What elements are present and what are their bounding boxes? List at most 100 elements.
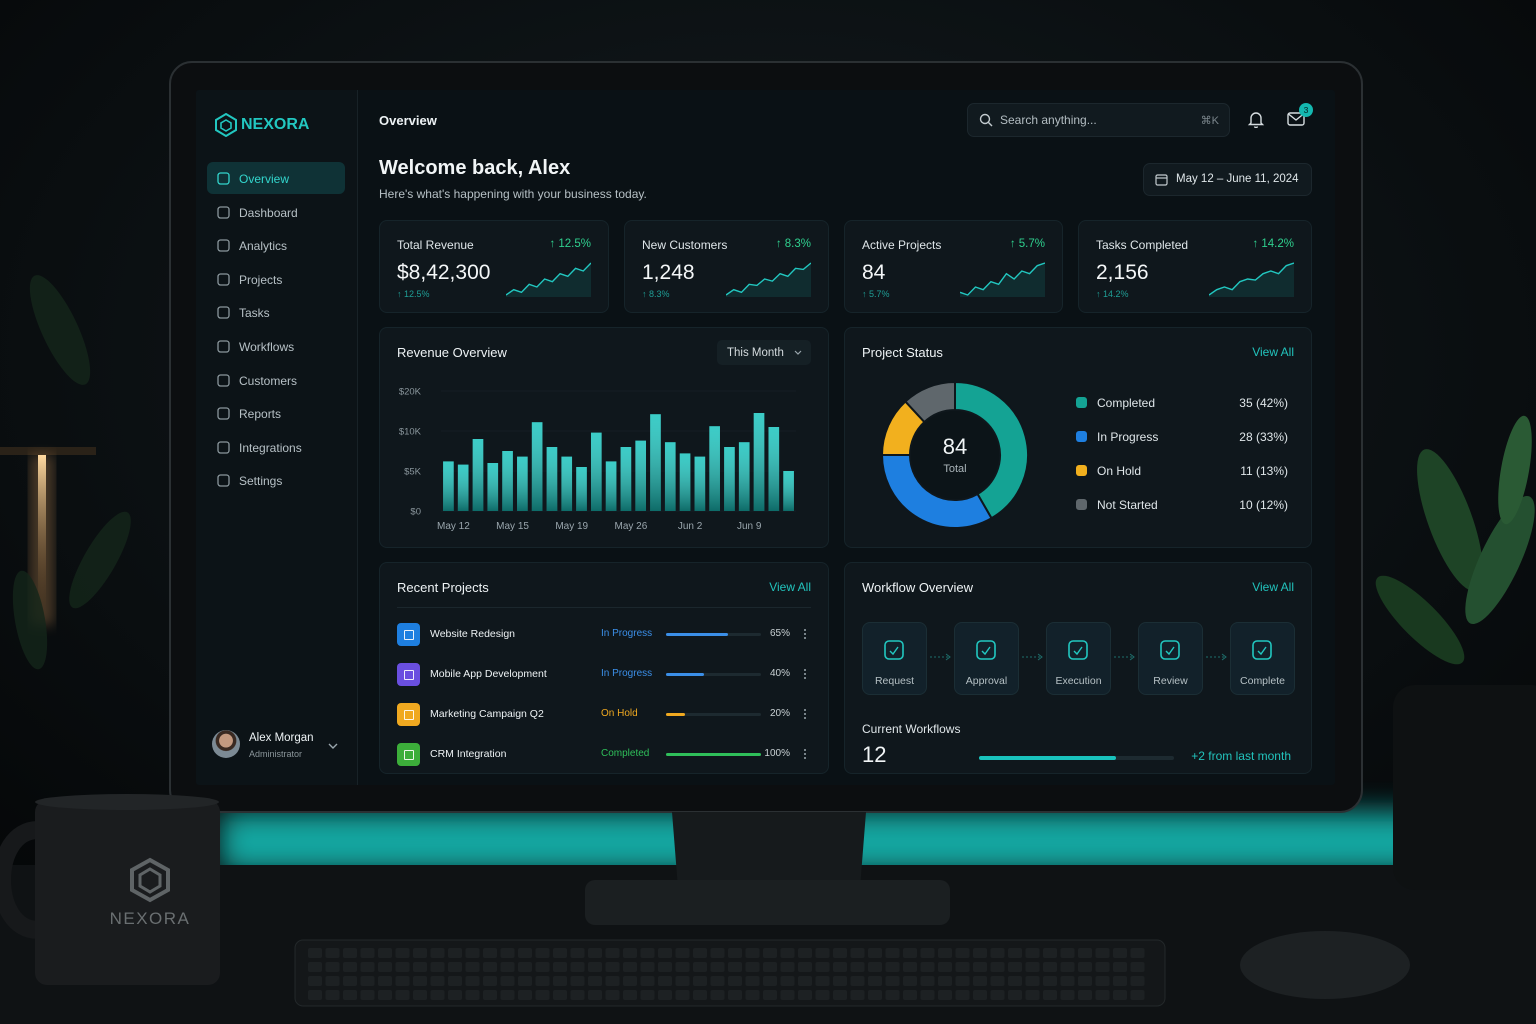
key — [868, 962, 882, 972]
welcome-subtitle: Here's what's happening with your busine… — [379, 187, 647, 201]
project-name[interactable]: Mobile App Development — [430, 668, 547, 680]
step-arrow — [1114, 653, 1135, 661]
user-menu[interactable] — [328, 742, 338, 750]
arrow-head — [1221, 653, 1227, 661]
workflow-step[interactable]: Request — [862, 622, 927, 695]
date-picker[interactable]: May 12 – June 11, 2024 — [1143, 163, 1312, 196]
key — [1025, 976, 1040, 986]
arrow-head — [945, 653, 951, 661]
notifications[interactable] — [1247, 110, 1265, 128]
period-filter[interactable]: This Month — [717, 340, 811, 365]
nav-item[interactable]: Customers — [207, 364, 345, 396]
sparkline — [1209, 262, 1294, 297]
key — [430, 962, 445, 972]
row-menu[interactable] — [803, 668, 807, 680]
nav-item[interactable]: Projects — [207, 263, 345, 295]
project-name[interactable]: Marketing Campaign Q2 — [430, 708, 544, 720]
nav-item[interactable]: Settings — [207, 464, 345, 496]
key — [1130, 948, 1145, 958]
key — [1008, 948, 1022, 958]
sparkline-area — [506, 263, 591, 297]
filter-chevron — [794, 350, 802, 355]
workflow-step[interactable]: Complete — [1230, 622, 1295, 695]
x-tick-label: Jun 9 — [737, 521, 762, 532]
view-all[interactable]: View All — [769, 580, 811, 594]
progress-fill — [666, 752, 761, 756]
legend-value: 11 (13%) — [1240, 464, 1288, 478]
key — [745, 962, 760, 972]
row-menu[interactable] — [803, 748, 807, 760]
page-title: Overview — [379, 113, 437, 128]
view-all[interactable]: View All — [1252, 580, 1294, 594]
bar-shade — [457, 464, 469, 511]
status-donut: 84 Total — [880, 380, 1029, 529]
screen: NEXORA Overview Dashboard Analytics Project… — [196, 90, 1335, 785]
kpi-label: New Customers — [642, 238, 728, 252]
legend-label: In Progress — [1097, 430, 1159, 444]
workflow-step[interactable]: Execution — [1046, 622, 1111, 695]
key — [850, 962, 865, 972]
nav-item[interactable]: Analytics — [207, 229, 345, 261]
workflow-step[interactable]: Approval — [954, 622, 1019, 695]
view-all[interactable]: View All — [1252, 345, 1294, 359]
nav-item[interactable]: Reports — [207, 397, 345, 429]
key — [1130, 976, 1145, 986]
nav-item[interactable]: Dashboard — [207, 196, 345, 228]
progress-track — [666, 712, 761, 716]
key — [973, 990, 987, 1000]
project-name[interactable]: CRM Integration — [430, 748, 507, 760]
project-status: Completed — [601, 748, 650, 759]
mouse — [1240, 931, 1410, 999]
project-status: On Hold — [601, 708, 638, 719]
row-menu[interactable] — [803, 628, 807, 640]
project-name[interactable]: Website Redesign — [430, 628, 516, 640]
key — [763, 962, 777, 972]
key — [920, 962, 935, 972]
key — [1043, 990, 1057, 1000]
nav-item[interactable]: Overview — [207, 162, 345, 194]
bar-shade — [679, 453, 691, 511]
bar-shade — [650, 414, 661, 511]
kpi-card: New Customers ↑ 8.3% 1,248 ↑ 8.3% — [624, 220, 829, 313]
key — [535, 976, 550, 986]
bar-shade — [517, 456, 528, 511]
search-box[interactable]: Search anything... ⌘K — [967, 103, 1230, 137]
row-menu[interactable] — [803, 708, 807, 720]
legend-value: 28 (33%) — [1239, 430, 1288, 444]
key — [360, 948, 375, 958]
key — [1078, 990, 1092, 1000]
nav-label: Integrations — [239, 440, 302, 455]
key — [710, 976, 725, 986]
nav-item[interactable]: Tasks — [207, 296, 345, 328]
bar-shade — [546, 447, 558, 511]
key — [640, 976, 655, 986]
step-icon — [1160, 640, 1180, 660]
kpi-label: Total Revenue — [397, 238, 474, 252]
menu-dot — [804, 757, 806, 759]
bar-shade — [620, 447, 632, 511]
kpi-card: Total Revenue ↑ 12.5% $8,42,300 ↑ 12.5% — [379, 220, 609, 313]
key — [885, 948, 900, 958]
user-name: Alex Morgan — [249, 732, 314, 744]
step-icon — [1252, 640, 1272, 660]
kpi-change: ↑ 14.2% — [1252, 238, 1294, 250]
legend-label: On Hold — [1097, 464, 1142, 478]
messages[interactable] — [1287, 111, 1305, 127]
key — [798, 962, 812, 972]
key — [483, 976, 497, 986]
sparkline-line — [960, 262, 1045, 296]
icon-shape — [217, 407, 230, 420]
key — [920, 990, 935, 1000]
key — [815, 990, 830, 1000]
avatar[interactable] — [212, 730, 240, 758]
key — [1008, 990, 1022, 1000]
key — [920, 948, 935, 958]
nav-item[interactable]: Integrations — [207, 431, 345, 463]
nav-item[interactable]: Workflows — [207, 330, 345, 362]
workflow-step[interactable]: Review — [1138, 622, 1203, 695]
key — [1130, 962, 1145, 972]
progress-label: 65% — [769, 628, 790, 639]
y-tick-label: $0 — [410, 507, 421, 518]
bar-shade — [443, 461, 454, 511]
